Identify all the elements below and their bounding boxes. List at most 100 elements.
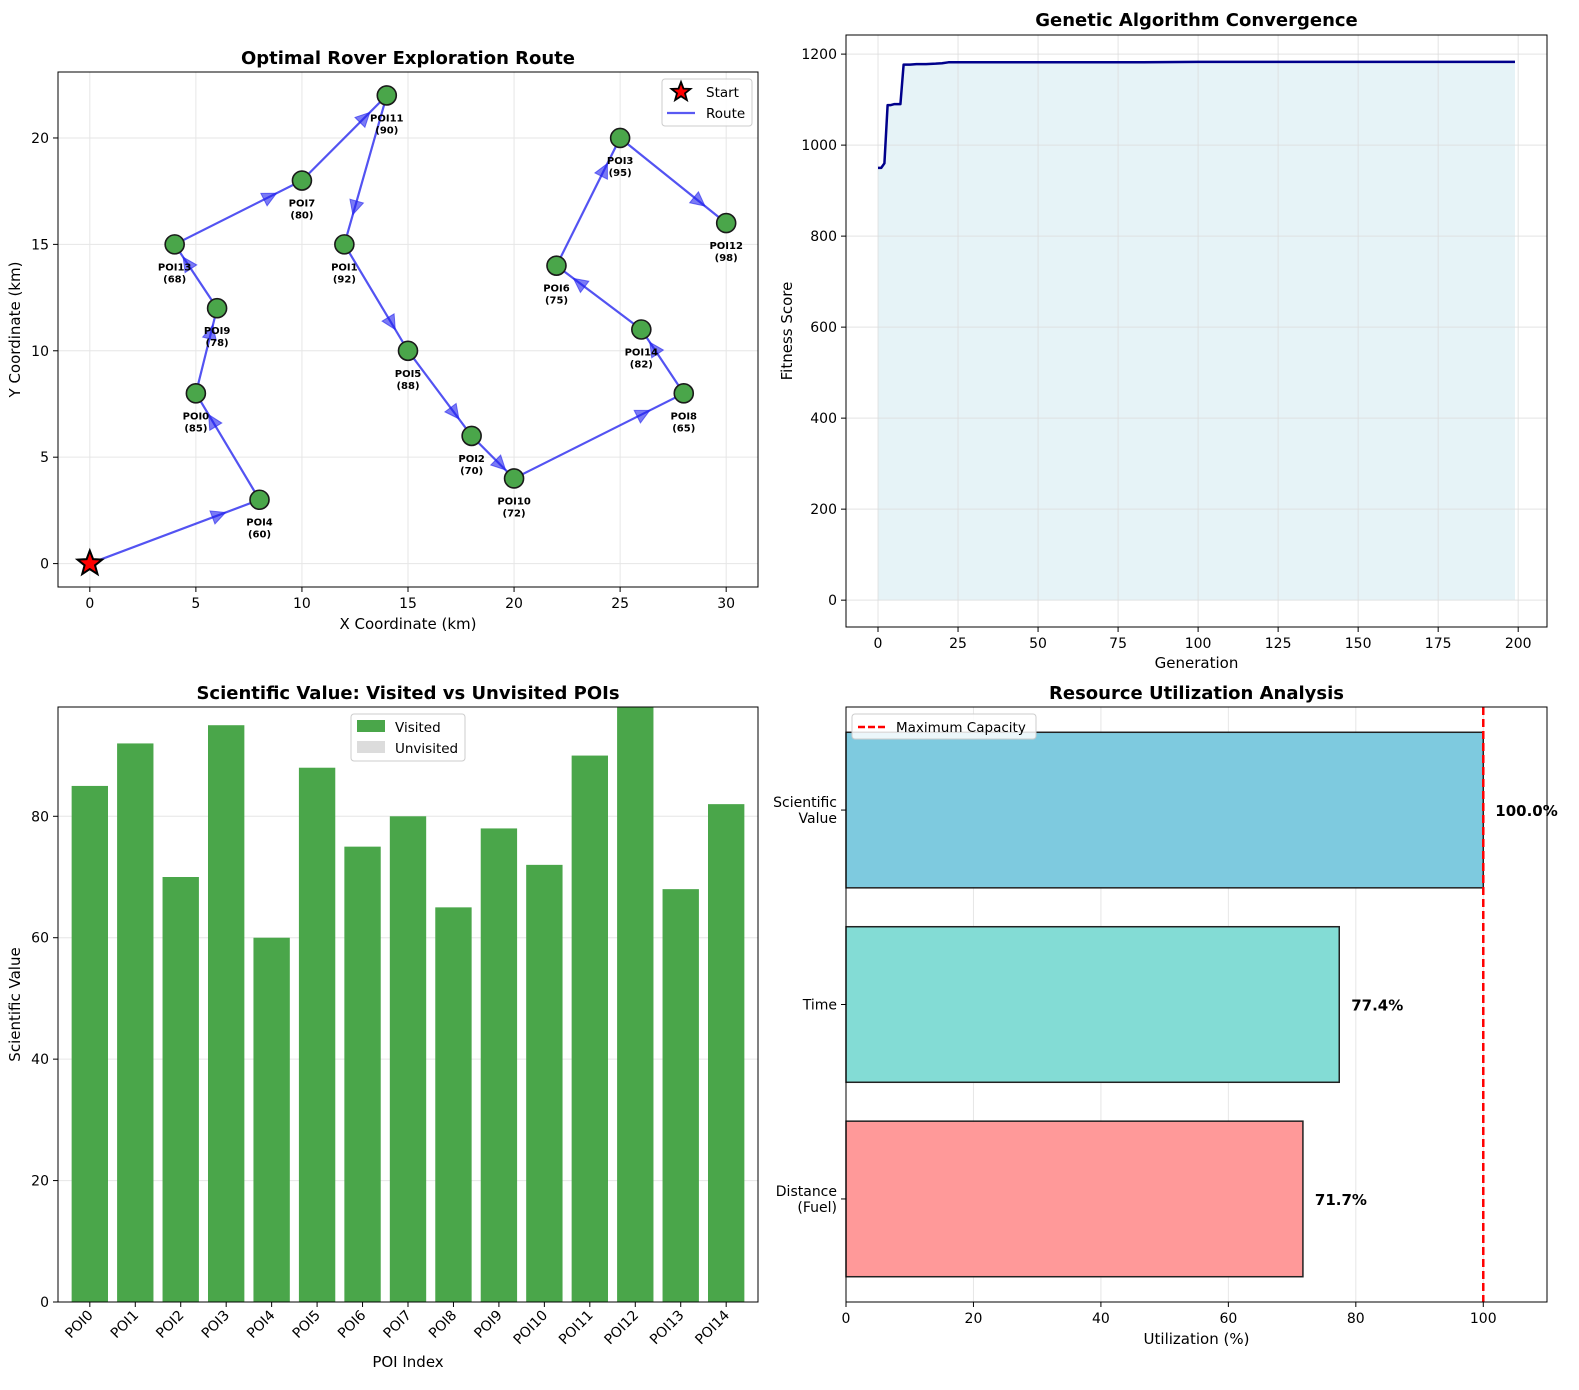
- x-axis-label: Utilization (%): [1144, 1330, 1250, 1348]
- bar-poi7: [389, 816, 427, 1302]
- route-arrow: [201, 324, 217, 342]
- y-tick-label: 0: [40, 1295, 49, 1311]
- route-arrow: [381, 313, 396, 331]
- poi-value-label: (75): [545, 296, 568, 307]
- poi-label: POI1: [331, 262, 358, 273]
- x-tick-label: POI0: [62, 1308, 96, 1342]
- chart-title: Optimal Rover Exploration Route: [241, 48, 575, 69]
- x-tick-label: 0: [874, 636, 883, 652]
- x-tick-label: 175: [1425, 636, 1452, 652]
- bar-poi3: [208, 725, 245, 1302]
- fitness-line: [878, 60, 1515, 170]
- chart-title: Scientific Value: Visited vs Unvisited P…: [196, 683, 619, 704]
- poi-label: POI0: [183, 411, 210, 422]
- bar-poi0: [71, 785, 108, 1302]
- route-arrow: [208, 413, 223, 432]
- poi-label: POI14: [625, 348, 659, 359]
- resource-panel: 71.7% Distance (Fuel) 77.4% Time 100.0% Scient…: [773, 683, 1558, 1348]
- bar-value-label: 77.4%: [1351, 997, 1403, 1015]
- bar-poi14: [708, 804, 745, 1302]
- poi-value-label: (85): [184, 423, 207, 434]
- y-tick-label: 600: [810, 320, 837, 336]
- route-arrow: [633, 409, 651, 424]
- legend-unvisited-label: Unvisited: [395, 741, 458, 757]
- y-tick-label-line: Scientific: [773, 795, 837, 811]
- x-tick-label: 125: [1265, 636, 1292, 652]
- x-tick-label: POI13: [647, 1308, 688, 1349]
- fitness-area: [878, 61, 1515, 601]
- poi-marker: [164, 234, 185, 255]
- poi-value-label: (78): [206, 338, 229, 349]
- bar-resource-1: [845, 925, 1340, 1084]
- poi-value-label: (92): [333, 274, 356, 285]
- legend: Start Route: [661, 78, 753, 127]
- bar-poi2: [162, 877, 199, 1302]
- y-tick-label: 80: [31, 809, 49, 825]
- legend-unvisited-swatch: [357, 741, 385, 753]
- x-tick-label: 100: [1470, 1311, 1497, 1327]
- y-tick-label: 20: [31, 131, 49, 147]
- x-tick-label: 80: [1347, 1311, 1365, 1327]
- bar-poi6: [344, 846, 381, 1302]
- legend-visited-label: Visited: [395, 720, 441, 736]
- poi-label: POI2: [458, 454, 485, 465]
- x-tick-label: 100: [1185, 636, 1212, 652]
- poi-value-label: (88): [396, 381, 419, 392]
- poi-label: POI12: [709, 241, 743, 252]
- y-tick-label-line: Time: [802, 998, 837, 1014]
- x-tick-label: POI8: [426, 1308, 460, 1342]
- y-tick-label: Time: [802, 998, 837, 1014]
- x-tick-label: 0: [85, 596, 94, 612]
- poi-marker: [397, 340, 419, 362]
- route-arrow: [443, 402, 460, 420]
- bar-poi9: [480, 828, 518, 1302]
- x-tick-label: POI9: [471, 1308, 505, 1342]
- poi-marker: [376, 85, 398, 106]
- x-tick-label: 10: [293, 596, 311, 612]
- x-tick-label: 15: [399, 596, 417, 612]
- x-tick-label: 40: [1092, 1311, 1110, 1327]
- poi-marker: [206, 297, 228, 319]
- y-tick-label: 15: [31, 237, 49, 253]
- y-tick-label-line: (Fuel): [797, 1200, 837, 1216]
- poi-marker: [673, 383, 695, 404]
- y-tick-label: 400: [810, 411, 837, 427]
- convergence-panel: 0 25 50 75 100 125 150 175 200 0 200 400 600 800 1000 1…: [778, 10, 1548, 672]
- route-arrow: [572, 277, 590, 294]
- y-tick-label: 10: [31, 344, 49, 360]
- legend: Maximum Capacity: [851, 713, 1037, 740]
- poi-marker: [291, 170, 313, 191]
- bar-value-label: 100.0%: [1495, 802, 1557, 820]
- route-map-panel: 0 5 10 15 20 25 30 0 5 10 15 20 Optimal Rover Explor…: [6, 48, 759, 633]
- x-tick-label: 75: [1109, 636, 1127, 652]
- x-tick-label: 25: [949, 636, 967, 652]
- poi-label: POI13: [158, 262, 192, 273]
- x-tick-label: 25: [611, 596, 629, 612]
- x-tick-label: POI11: [556, 1308, 597, 1349]
- legend-capacity-label: Maximum Capacity: [896, 720, 1026, 736]
- x-tick-label: 5: [191, 596, 200, 612]
- x-tick-label: 20: [505, 596, 523, 612]
- x-tick-label: POI10: [511, 1308, 552, 1349]
- science-bar-panel: POI0 POI1 POI2 POI3 POI4 POI5 POI6 POI7 POI8 POI9…: [6, 683, 759, 1371]
- y-tick-label: 800: [810, 229, 837, 245]
- poi-marker: [503, 468, 525, 489]
- legend-visited-swatch: [357, 720, 385, 732]
- x-tick-label: POI14: [692, 1307, 733, 1348]
- x-tick-label: 50: [1029, 636, 1047, 652]
- route-arrow: [182, 256, 198, 274]
- poi-value-label: (68): [163, 274, 186, 285]
- axes-frame: [845, 34, 1548, 628]
- poi-marker: [185, 383, 207, 404]
- route-arrow: [688, 190, 706, 207]
- y-tick-label-line: Value: [799, 811, 837, 827]
- chart-title: Genetic Algorithm Convergence: [1035, 10, 1358, 31]
- poi-value-label: (65): [672, 423, 695, 434]
- chart-title: Resource Utilization Analysis: [1049, 683, 1344, 704]
- poi-label: POI7: [289, 199, 316, 210]
- route-arrow: [489, 454, 507, 471]
- y-axis-label: Fitness Score: [778, 282, 796, 381]
- x-tick-label: POI3: [199, 1308, 233, 1342]
- poi-value-label: (72): [503, 508, 526, 519]
